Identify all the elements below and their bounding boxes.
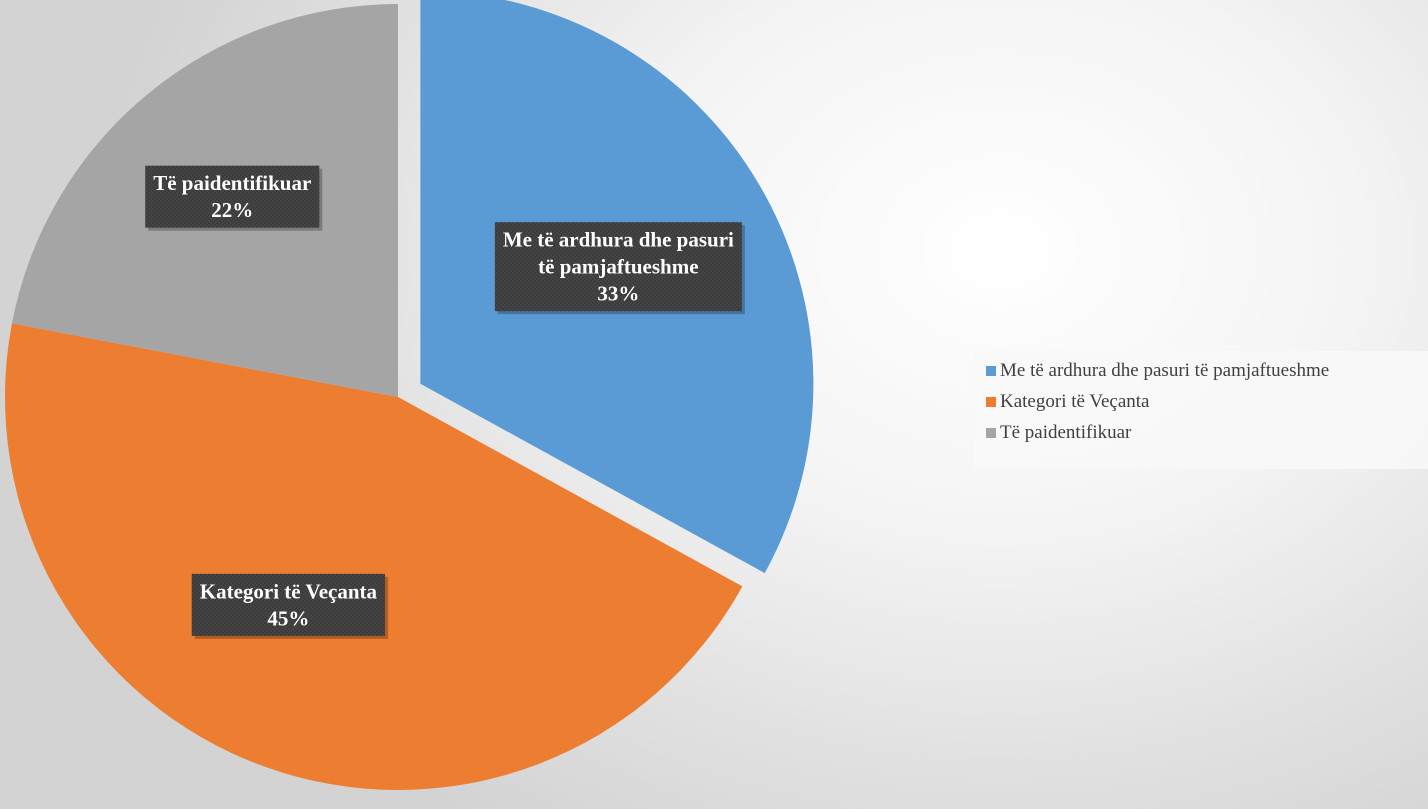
pie-data-labels: Me të ardhura dhe pasuri të pamjaftueshme… bbox=[145, 165, 745, 639]
pie-slice-kategori bbox=[4, 323, 743, 791]
legend-swatch-blue bbox=[986, 365, 996, 376]
legend-item-pamjaftueshme: Me të ardhura dhe pasuri të pamjaftueshm… bbox=[974, 355, 1428, 386]
legend-label: Kategori të Veçanta bbox=[1000, 390, 1150, 412]
data-label-kategori: Kategori të Veçanta 45% bbox=[191, 573, 389, 639]
data-label-category: Të paidentifikuar bbox=[153, 171, 311, 195]
data-label-percent: 22% bbox=[211, 198, 253, 222]
data-label-pamjaftueshme: Me të ardhura dhe pasuri të pamjaftueshme… bbox=[494, 222, 745, 315]
data-label-percent: 33% bbox=[597, 282, 639, 306]
data-label-category: Me të ardhura dhe pasuri bbox=[503, 228, 734, 252]
chart-legend: Me të ardhura dhe pasuri të pamjaftueshm… bbox=[974, 351, 1428, 469]
legend-label: Të paidentifikuar bbox=[1000, 421, 1132, 443]
legend-label: Me të ardhura dhe pasuri të pamjaftueshm… bbox=[1000, 359, 1330, 381]
data-label-category: Kategori të Veçanta bbox=[200, 579, 378, 603]
legend-swatch-gray bbox=[986, 427, 996, 438]
legend-item-paidentifikuar: Të paidentifikuar bbox=[974, 417, 1428, 448]
data-label-paidentifikuar: Të paidentifikuar 22% bbox=[145, 165, 323, 231]
pie-slices bbox=[4, 0, 814, 791]
legend-swatch-orange bbox=[986, 396, 996, 407]
data-label-percent: 45% bbox=[267, 606, 309, 630]
data-label-category: të pamjaftueshme bbox=[538, 255, 698, 279]
legend-item-kategori: Kategori të Veçanta bbox=[974, 386, 1428, 417]
